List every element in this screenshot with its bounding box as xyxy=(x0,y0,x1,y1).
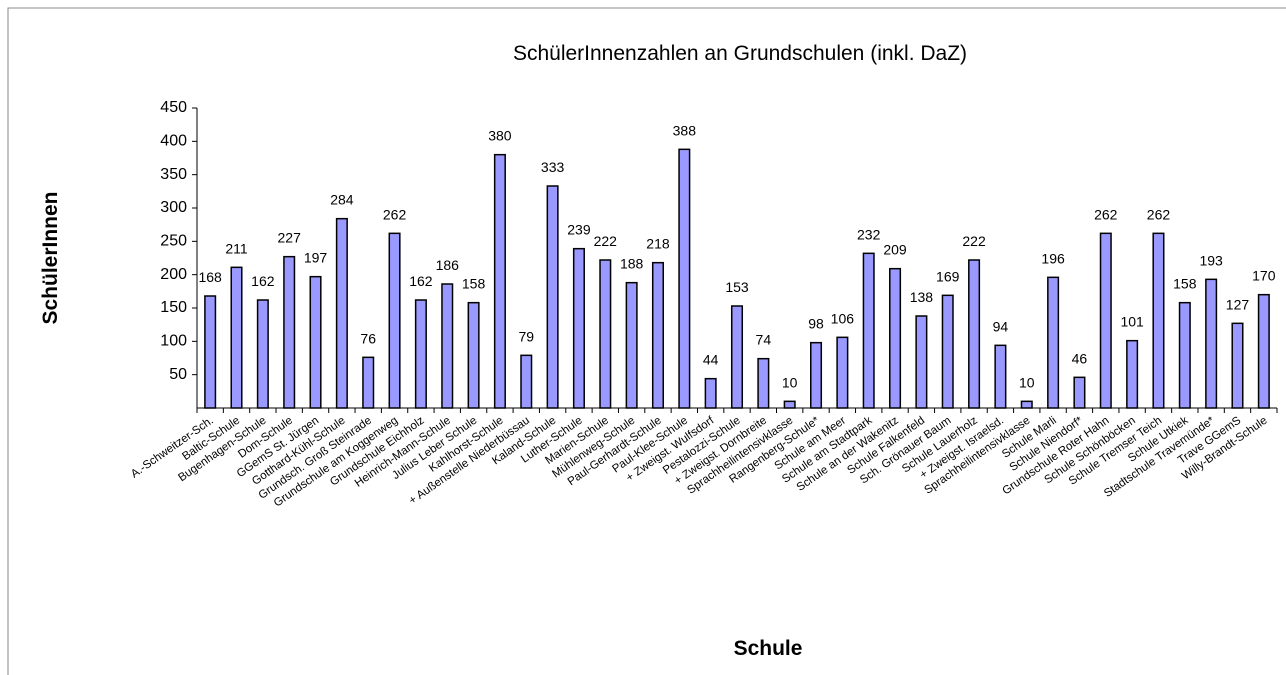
value-label: 101 xyxy=(1120,314,1144,330)
value-label: 168 xyxy=(198,269,222,285)
y-tick-label: 100 xyxy=(160,333,187,350)
value-label: 46 xyxy=(1072,350,1088,366)
bar xyxy=(572,247,585,409)
y-tick-label: 400 xyxy=(160,133,187,150)
value-label: 186 xyxy=(436,257,460,273)
bar xyxy=(1047,276,1060,409)
value-label: 218 xyxy=(646,236,670,252)
bar xyxy=(1073,376,1086,409)
bar xyxy=(493,153,506,409)
bar xyxy=(599,259,612,409)
value-label: 106 xyxy=(831,310,855,326)
value-label: 239 xyxy=(567,222,591,238)
value-label: 79 xyxy=(518,328,534,344)
bar xyxy=(783,400,796,409)
y-tick-label: 200 xyxy=(160,266,187,283)
value-label: 76 xyxy=(360,330,376,346)
value-label: 262 xyxy=(1147,206,1171,222)
bar xyxy=(678,148,691,409)
value-label: 169 xyxy=(936,268,960,284)
bar xyxy=(204,295,217,409)
bar xyxy=(625,281,638,409)
value-label: 10 xyxy=(1019,374,1035,390)
value-label: 153 xyxy=(725,279,749,295)
y-tick-label: 150 xyxy=(160,299,187,316)
value-label: 380 xyxy=(488,128,512,144)
bar xyxy=(651,261,664,409)
y-axis-label: SchülerInnen xyxy=(39,191,62,324)
bar xyxy=(704,377,717,409)
y-tick-label: 450 xyxy=(160,99,187,116)
value-label: 138 xyxy=(910,289,934,305)
bar xyxy=(968,259,981,409)
bar xyxy=(1178,301,1191,409)
value-label: 196 xyxy=(1041,250,1065,266)
value-label: 197 xyxy=(304,250,328,266)
bar xyxy=(1152,232,1165,409)
bar xyxy=(441,283,454,409)
bar xyxy=(414,299,427,409)
chart-title: SchülerInnenzahlen an Grundschulen (inkl… xyxy=(513,42,967,65)
bar xyxy=(810,341,823,409)
value-label: 44 xyxy=(703,352,719,368)
y-tick-label: 350 xyxy=(160,166,187,183)
bar xyxy=(757,357,770,409)
chart-border xyxy=(7,7,1286,675)
bar xyxy=(362,356,375,409)
bar xyxy=(256,299,269,409)
value-label: 388 xyxy=(673,122,697,138)
value-label: 170 xyxy=(1252,268,1276,284)
value-label: 284 xyxy=(330,192,354,208)
value-label: 162 xyxy=(251,273,275,289)
value-label: 127 xyxy=(1226,296,1250,312)
bar xyxy=(520,354,533,409)
bar xyxy=(1020,400,1033,409)
bar xyxy=(889,267,902,409)
bar xyxy=(994,344,1007,409)
value-label: 10 xyxy=(782,374,798,390)
value-label: 262 xyxy=(1094,206,1118,222)
value-label: 158 xyxy=(1173,276,1197,292)
bar xyxy=(1231,322,1244,409)
bar xyxy=(1257,293,1270,409)
value-label: 158 xyxy=(462,276,486,292)
y-tick-label: 250 xyxy=(160,233,187,250)
value-label: 222 xyxy=(962,233,986,249)
value-label: 162 xyxy=(409,273,433,289)
bar xyxy=(836,336,849,409)
bar xyxy=(309,275,322,409)
value-label: 232 xyxy=(857,226,881,242)
value-label: 333 xyxy=(541,159,565,175)
y-tick-label: 300 xyxy=(160,199,187,216)
bar xyxy=(467,301,480,409)
value-label: 227 xyxy=(278,230,302,246)
bar xyxy=(730,305,744,409)
y-tick-label: 50 xyxy=(169,366,187,383)
value-label: 209 xyxy=(883,242,907,258)
bar xyxy=(546,185,559,409)
bar xyxy=(915,315,928,409)
bar xyxy=(1099,232,1112,409)
value-label: 98 xyxy=(808,316,824,332)
bar xyxy=(283,255,296,409)
bar xyxy=(388,232,401,409)
x-axis-label: Schule xyxy=(734,637,803,660)
value-label: 94 xyxy=(993,318,1009,334)
bar xyxy=(941,294,954,409)
bar xyxy=(862,252,875,409)
bar xyxy=(1126,339,1139,409)
value-label: 193 xyxy=(1199,252,1223,268)
bar xyxy=(335,217,348,409)
bar xyxy=(1205,278,1218,409)
value-label: 74 xyxy=(756,332,772,348)
value-label: 211 xyxy=(225,240,248,256)
value-label: 262 xyxy=(383,206,407,222)
bar xyxy=(230,266,243,409)
value-label: 188 xyxy=(620,256,644,272)
value-label: 222 xyxy=(594,233,618,249)
